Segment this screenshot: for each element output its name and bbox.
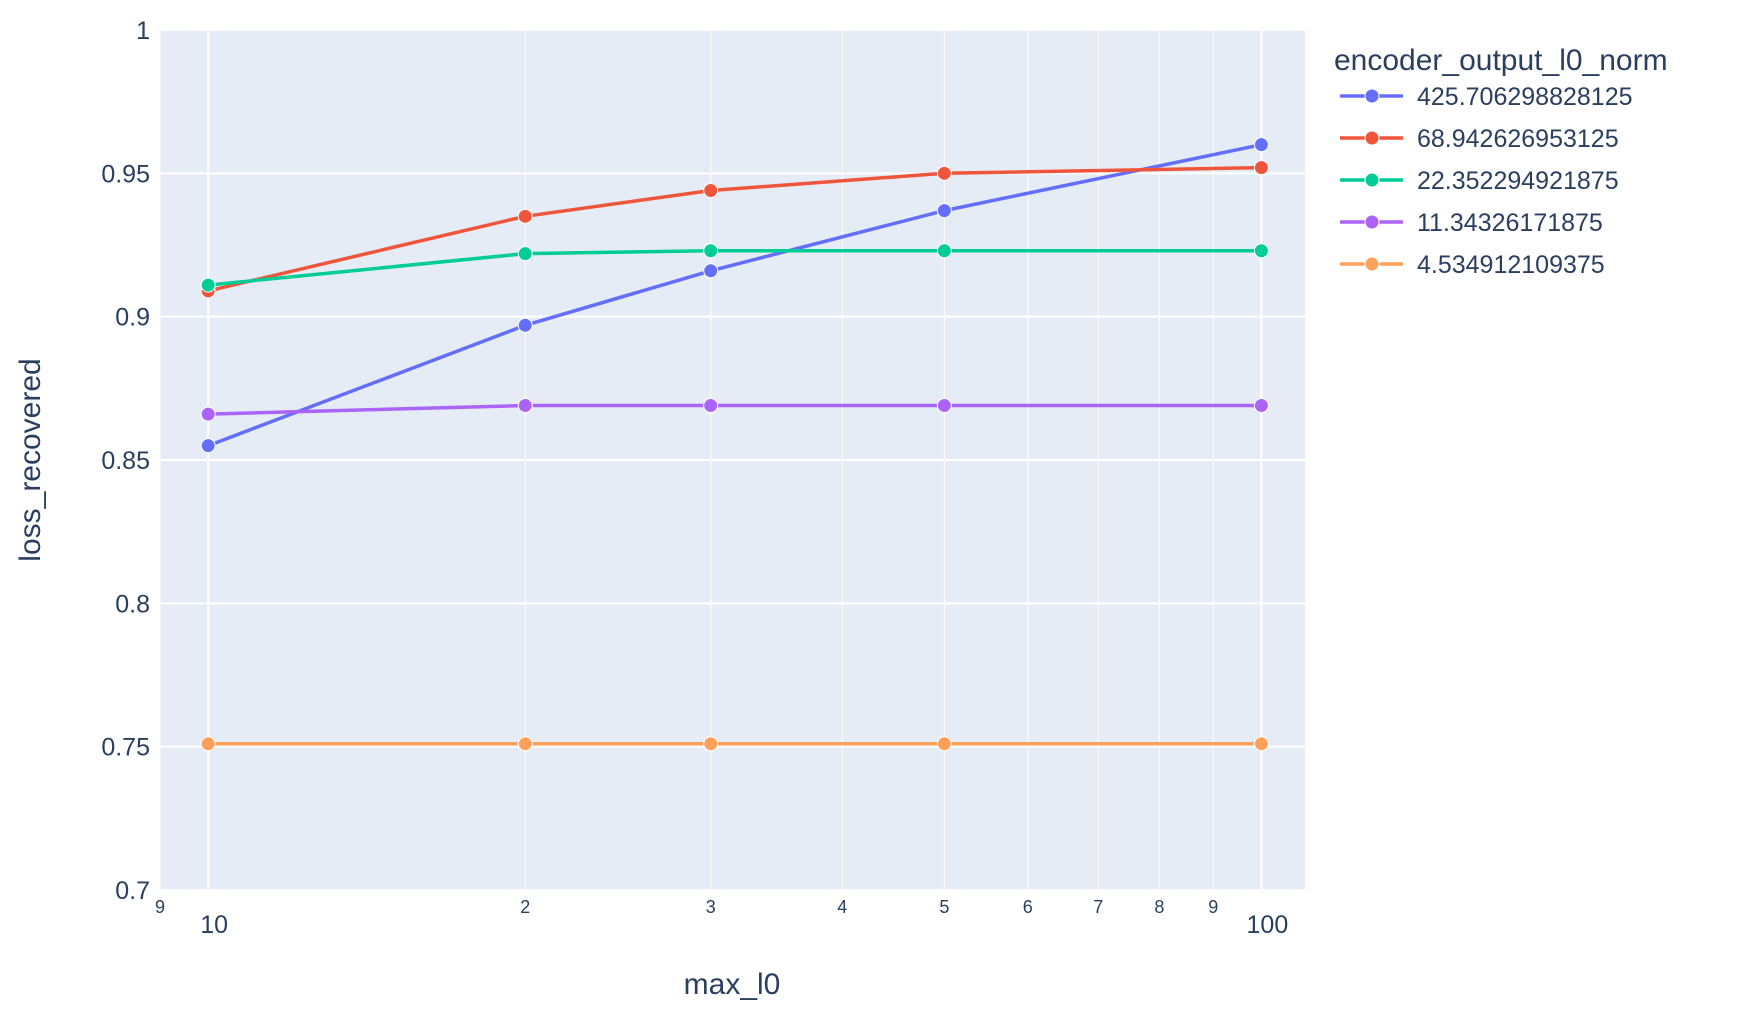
- data-point: [200, 406, 216, 422]
- legend-swatch-marker: [1364, 256, 1380, 272]
- y-axis-ticks: 0.7 0.75 0.8 0.85 0.9 0.95 1: [101, 17, 150, 905]
- data-point: [936, 736, 952, 752]
- legend-title: encoder_output_l0_norm: [1334, 44, 1668, 77]
- series-group: [200, 736, 1269, 752]
- data-point: [517, 317, 533, 333]
- legend-swatch-marker: [1364, 88, 1380, 104]
- x-minor-tick-label: 8: [1154, 897, 1164, 917]
- data-point: [936, 398, 952, 414]
- data-point: [936, 165, 952, 181]
- data-point: [703, 183, 719, 199]
- legend[interactable]: encoder_output_l0_norm 425.706298828125 6…: [1334, 44, 1668, 279]
- data-point: [1253, 398, 1269, 414]
- legend-item[interactable]: 22.352294921875: [1340, 167, 1619, 195]
- x-axis-ticks: 9 2 3 4 5 6 7 8 9 10 100: [155, 897, 1288, 939]
- y-tick-label: 0.75: [101, 734, 150, 762]
- x-minor-tick-label: 9: [1208, 897, 1218, 917]
- legend-label: 22.352294921875: [1417, 167, 1619, 195]
- x-axis-title: max_l0: [684, 968, 781, 1001]
- x-minor-tick-label: 3: [706, 897, 716, 917]
- legend-label: 4.534912109375: [1417, 251, 1605, 279]
- data-point: [1253, 160, 1269, 176]
- data-point: [1253, 243, 1269, 259]
- series-group: [200, 398, 1269, 422]
- data-point: [936, 203, 952, 219]
- legend-label: 68.942626953125: [1417, 125, 1619, 153]
- x-minor-tick-label: 6: [1023, 897, 1033, 917]
- legend-label: 11.34326171875: [1417, 209, 1603, 237]
- legend-item[interactable]: 11.34326171875: [1340, 209, 1603, 237]
- y-tick-label: 0.9: [115, 304, 150, 332]
- data-point: [703, 736, 719, 752]
- y-tick-label: 0.85: [101, 447, 150, 475]
- y-tick-label: 0.8: [115, 590, 150, 618]
- legend-item[interactable]: 425.706298828125: [1340, 83, 1633, 111]
- data-point: [200, 277, 216, 293]
- data-point: [517, 246, 533, 262]
- legend-label: 425.706298828125: [1417, 83, 1633, 111]
- y-axis-title: loss_recovered: [14, 358, 47, 561]
- legend-item[interactable]: 4.534912109375: [1340, 251, 1605, 279]
- grid-lines: [159, 29, 1305, 891]
- x-minor-tick-label: 4: [837, 897, 847, 917]
- data-point: [200, 438, 216, 454]
- data-point: [200, 736, 216, 752]
- series-lines: [200, 137, 1269, 752]
- series-group: [200, 243, 1269, 293]
- legend-swatch-marker: [1364, 130, 1380, 146]
- x-minor-tick-label: 5: [939, 897, 949, 917]
- data-point: [517, 398, 533, 414]
- series-group: [200, 137, 1269, 454]
- data-point: [1253, 736, 1269, 752]
- y-tick-label: 0.7: [115, 877, 150, 905]
- x-minor-tick-label: 2: [520, 897, 530, 917]
- y-tick-label: 1: [136, 17, 150, 45]
- x-minor-tick-label: 9: [155, 897, 165, 917]
- data-point: [703, 398, 719, 414]
- data-point: [936, 243, 952, 259]
- x-major-tick-label: 100: [1247, 911, 1289, 939]
- data-point: [517, 208, 533, 224]
- legend-item[interactable]: 68.942626953125: [1340, 125, 1619, 153]
- y-tick-label: 0.95: [101, 160, 150, 188]
- data-point: [703, 243, 719, 259]
- legend-swatch-marker: [1364, 172, 1380, 188]
- x-minor-tick-label: 7: [1093, 897, 1103, 917]
- legend-swatch-marker: [1364, 214, 1380, 230]
- data-point: [703, 263, 719, 279]
- x-major-tick-label: 10: [200, 911, 228, 939]
- data-point: [517, 736, 533, 752]
- data-point: [1253, 137, 1269, 153]
